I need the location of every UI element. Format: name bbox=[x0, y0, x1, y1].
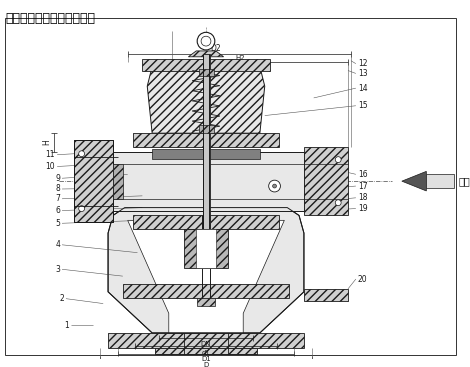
Polygon shape bbox=[147, 66, 265, 133]
Text: 20: 20 bbox=[358, 275, 368, 284]
Text: 14: 14 bbox=[358, 84, 368, 92]
Text: 9: 9 bbox=[55, 174, 60, 183]
Text: D1: D1 bbox=[201, 356, 211, 362]
Text: 流向: 流向 bbox=[459, 176, 470, 186]
Circle shape bbox=[273, 184, 276, 188]
Polygon shape bbox=[152, 149, 260, 159]
Bar bbox=[199, 126, 214, 133]
Bar bbox=[426, 174, 454, 188]
Polygon shape bbox=[188, 51, 224, 57]
Circle shape bbox=[335, 157, 341, 163]
Polygon shape bbox=[304, 289, 348, 301]
Polygon shape bbox=[184, 229, 227, 268]
Circle shape bbox=[78, 206, 85, 211]
Circle shape bbox=[78, 151, 85, 157]
Polygon shape bbox=[142, 59, 270, 70]
Text: H2: H2 bbox=[235, 55, 245, 61]
Polygon shape bbox=[113, 152, 304, 211]
Polygon shape bbox=[74, 140, 113, 222]
Text: D: D bbox=[204, 362, 209, 367]
Text: 8: 8 bbox=[55, 185, 60, 193]
Polygon shape bbox=[108, 208, 304, 333]
Polygon shape bbox=[123, 284, 289, 298]
Polygon shape bbox=[196, 229, 216, 268]
Text: 2: 2 bbox=[59, 294, 64, 303]
Text: 16: 16 bbox=[358, 170, 368, 179]
Bar bbox=[197, 298, 215, 305]
Text: 7: 7 bbox=[55, 194, 60, 203]
Text: 4: 4 bbox=[55, 240, 60, 249]
Polygon shape bbox=[133, 215, 280, 229]
Text: 11: 11 bbox=[46, 150, 55, 159]
Text: DN: DN bbox=[201, 341, 211, 347]
Text: 主阀体结构简图及材质表：: 主阀体结构简图及材质表： bbox=[5, 12, 95, 25]
Text: 6: 6 bbox=[55, 206, 60, 215]
Polygon shape bbox=[108, 333, 304, 348]
Circle shape bbox=[269, 180, 281, 192]
Text: 15: 15 bbox=[358, 101, 368, 110]
Text: 19: 19 bbox=[358, 204, 368, 213]
Text: d1: d1 bbox=[202, 349, 211, 356]
Bar bbox=[203, 54, 210, 234]
Polygon shape bbox=[304, 147, 348, 215]
Text: D2: D2 bbox=[211, 44, 221, 54]
Circle shape bbox=[201, 36, 211, 46]
Text: 10: 10 bbox=[46, 162, 55, 171]
Text: 5: 5 bbox=[55, 219, 60, 228]
Text: H: H bbox=[42, 139, 51, 145]
Text: 3: 3 bbox=[55, 265, 60, 274]
Polygon shape bbox=[402, 171, 426, 191]
Text: 17: 17 bbox=[358, 182, 368, 190]
Circle shape bbox=[197, 32, 215, 50]
Polygon shape bbox=[113, 164, 123, 199]
Text: 13: 13 bbox=[358, 69, 368, 78]
Polygon shape bbox=[133, 133, 280, 147]
Text: 12: 12 bbox=[358, 59, 367, 68]
Bar bbox=[199, 69, 214, 76]
Text: 18: 18 bbox=[358, 193, 367, 202]
Text: n-φd: n-φd bbox=[312, 163, 328, 170]
Polygon shape bbox=[128, 220, 284, 333]
Text: 1: 1 bbox=[64, 321, 69, 330]
Circle shape bbox=[335, 200, 341, 206]
Polygon shape bbox=[155, 348, 257, 355]
